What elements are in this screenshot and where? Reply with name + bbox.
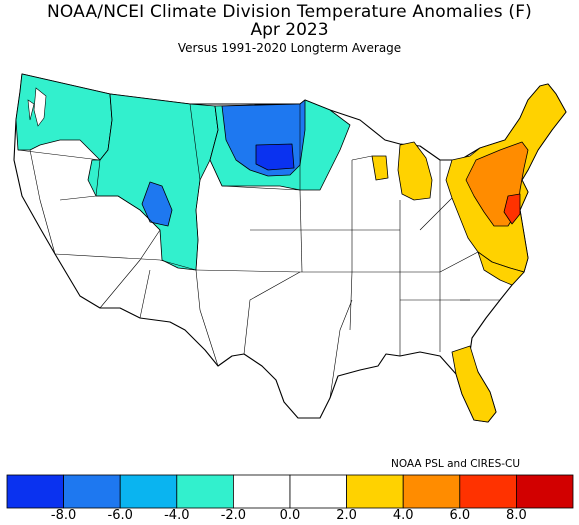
legend-tick-label: 0.0 [279,508,301,523]
data-credit: NOAA PSL and CIRES-CU [391,458,521,470]
legend-tick-label: -4.0 [164,508,190,523]
legend-swatch [289,474,347,509]
legend-swatch [346,474,404,509]
map-title: NOAA/NCEI Climate Division Temperature A… [46,2,533,22]
warm-anomaly-regions [371,83,567,423]
legend-tick-label: -6.0 [107,508,133,523]
legend-swatch [6,474,64,509]
map-subtitle: Versus 1991-2020 Longterm Average [177,41,402,55]
michigan-warm-region [397,141,433,201]
legend-swatch [63,474,121,509]
legend-swatch [459,474,517,509]
legend-swatch [119,474,178,509]
legend-swatch [232,474,291,509]
legend-tick-label: -8.0 [50,508,77,523]
legend-swatch [402,474,461,509]
legend-tick-label: 4.0 [392,508,414,523]
legend-tick-label: 8.0 [506,508,527,523]
virginia-warm-region [477,251,525,286]
cool-anomaly-regions [15,73,351,271]
idaho-cold-region [141,181,173,227]
color-legend [6,474,574,509]
legend-swatch [176,474,234,509]
legend-tick-label: 2.0 [336,508,357,523]
new-jersey-red-core [503,193,521,225]
legend-tick-label: 6.0 [449,508,471,523]
legend-swatch [516,474,574,509]
legend-tick-label: -2.0 [220,508,247,523]
north-dakota-coldest-core [255,143,295,171]
map-period: Apr 2023 [250,20,329,40]
florida-warm-region [451,345,497,423]
puget-sound [27,87,47,127]
us-climate-division-map [13,73,567,423]
division-boundaries [17,93,500,399]
lake-michigan-west-warm-region [371,155,389,181]
